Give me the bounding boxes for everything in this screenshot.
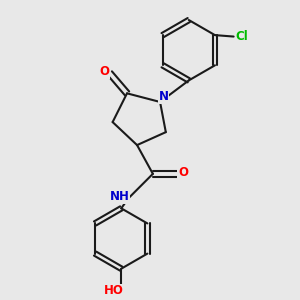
Text: N: N [158, 90, 169, 103]
Text: O: O [178, 166, 188, 179]
Text: HO: HO [104, 284, 124, 297]
Text: O: O [100, 65, 110, 78]
Text: Cl: Cl [235, 30, 248, 43]
Text: NH: NH [110, 190, 130, 203]
